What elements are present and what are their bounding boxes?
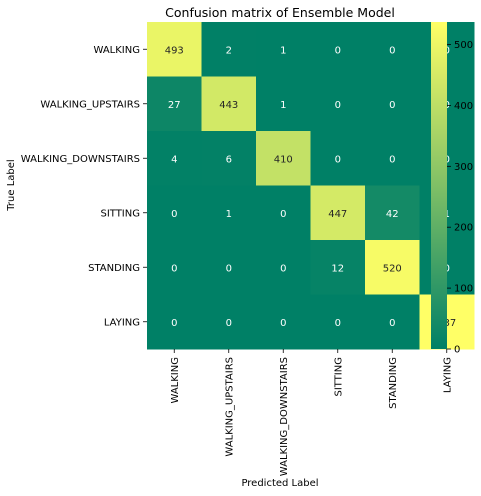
cell-value-label: 12 (331, 263, 344, 274)
colorbar-tick-label: 500 (454, 40, 473, 51)
heatmap-cell (365, 240, 420, 295)
column-tick-label: SITTING (333, 357, 344, 397)
cell-value-label: 0 (171, 209, 177, 220)
cell-value-label: 443 (219, 100, 238, 111)
colorbar-ticks: 0 100 200 300 400 500 (447, 40, 473, 356)
column-tick-label: LAYING (442, 357, 453, 393)
row-tick-label: WALKING (94, 45, 141, 56)
heatmap-cell (256, 76, 311, 132)
heatmap-cell (147, 185, 202, 241)
row-tick-label: SITTING (100, 208, 140, 219)
column-tick-labels: WALKING WALKING_UPSTAIRS WALKING_DOWNSTAIR… (170, 349, 453, 476)
cell-value-label: 0 (280, 318, 286, 329)
heatmap-cell (310, 22, 366, 77)
row-tick-labels: WALKING WALKING_UPSTAIRS WALKING_DOWNSTAIR… (21, 45, 147, 328)
cell-value-label: 0 (280, 263, 286, 274)
heatmap-cell (201, 294, 257, 350)
heatmap-cell (310, 131, 366, 186)
heatmap-cell (365, 22, 420, 77)
row-tick-label: WALKING_DOWNSTAIRS (21, 154, 140, 165)
heatmap-cell (310, 76, 366, 132)
cell-value-label: 42 (386, 209, 399, 220)
column-tick-label: WALKING_DOWNSTAIRS (279, 357, 290, 476)
heatmap-cell (201, 185, 257, 241)
colorbar-tick-label: 0 (454, 345, 460, 356)
cell-value-label: 0 (389, 100, 395, 111)
heatmap-cell (201, 240, 257, 295)
heatmap-cells (147, 22, 475, 350)
heatmap-cell (147, 22, 202, 77)
heatmap-cell (365, 185, 420, 241)
cell-value-label: 0 (335, 318, 341, 329)
cell-value-label: 0 (335, 45, 341, 56)
heatmap-cell (310, 240, 366, 295)
heatmap-cell (147, 294, 202, 350)
heatmap-cell (256, 240, 311, 295)
colorbar-tick-label: 300 (454, 162, 473, 173)
cell-value-label: 27 (168, 100, 181, 111)
cell-value-label: 447 (328, 209, 347, 220)
column-tick-label: WALKING (170, 357, 181, 404)
heatmap-cell (147, 131, 202, 186)
cell-value-label: 520 (383, 263, 402, 274)
heatmap-cell (310, 185, 366, 241)
colorbar-tick-label: 400 (454, 101, 473, 112)
heatmap-cell (365, 294, 420, 350)
row-tick-label: STANDING (88, 263, 140, 274)
cell-value-label: 0 (171, 263, 177, 274)
x-axis-label: Predicted Label (241, 478, 318, 489)
heatmap-cell (201, 22, 257, 77)
chart-title: Confusion matrix of Ensemble Model (165, 5, 395, 20)
colorbar-tick-label: 200 (454, 223, 473, 234)
cell-value-label: 1 (226, 209, 232, 220)
cell-value-label: 0 (280, 209, 286, 220)
heatmap-cell (310, 294, 366, 350)
cell-value-label: 0 (335, 100, 341, 111)
heatmap-cell (256, 22, 311, 77)
heatmap-cell (365, 76, 420, 132)
row-tick-label: WALKING_UPSTAIRS (40, 99, 140, 110)
cell-value-label: 4 (171, 154, 177, 165)
cell-value-label: 410 (274, 154, 293, 165)
heatmap-cell (256, 294, 311, 350)
heatmap-cell (201, 76, 257, 132)
cell-value-label: 1 (280, 45, 286, 56)
colorbar-tick-label: 100 (454, 284, 473, 295)
cell-value-label: 1 (280, 100, 286, 111)
cell-value-label: 2 (226, 45, 232, 56)
column-tick-label: STANDING (388, 357, 399, 409)
row-tick-label: LAYING (104, 317, 140, 328)
column-tick-label: WALKING_UPSTAIRS (224, 357, 235, 457)
cell-value-label: 0 (335, 154, 341, 165)
heatmap-cell (147, 240, 202, 295)
cell-value-label: 0 (389, 154, 395, 165)
heatmap-cell (147, 76, 202, 132)
cell-value-label: 0 (171, 318, 177, 329)
cell-value-label: 0 (389, 45, 395, 56)
cell-value-label: 0 (389, 318, 395, 329)
heatmap-cell (256, 185, 311, 241)
cell-value-label: 493 (165, 45, 184, 56)
heatmap-cell (365, 131, 420, 186)
colorbar (431, 22, 447, 349)
y-axis-label: True Label (6, 159, 17, 211)
heatmap-cell (256, 131, 311, 186)
cell-value-label: 6 (226, 154, 232, 165)
heatmap-cell (201, 131, 257, 186)
cell-value-label: 0 (226, 263, 232, 274)
cell-value-label: 0 (226, 318, 232, 329)
